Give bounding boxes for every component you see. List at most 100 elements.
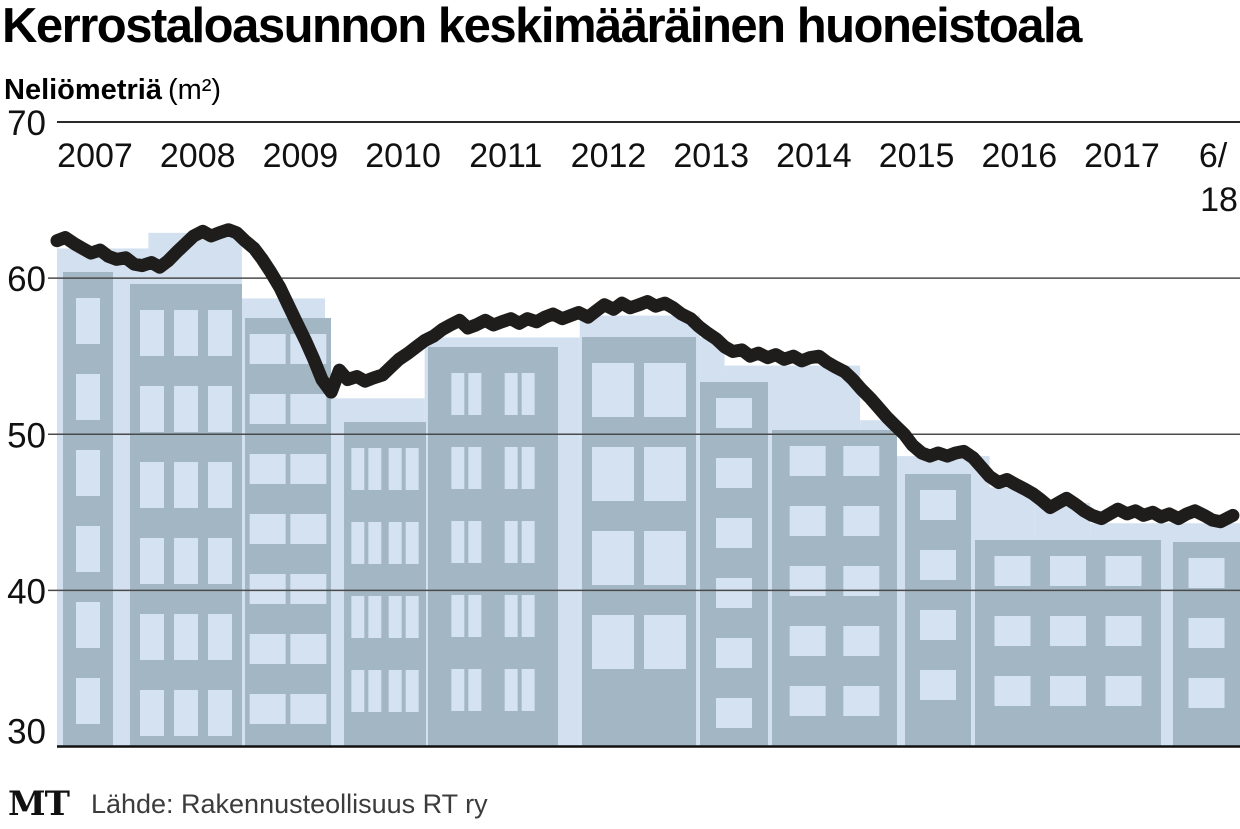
building-window <box>1050 556 1086 586</box>
building-window <box>249 694 286 724</box>
building-window <box>290 514 327 544</box>
building-window <box>405 596 419 638</box>
building-window <box>789 566 826 596</box>
building-window <box>76 602 100 648</box>
building-window <box>504 521 518 563</box>
building-window <box>1105 616 1142 646</box>
building-window <box>504 669 518 711</box>
page-title: Kerrostaloasunnon keskimääräinen huoneis… <box>2 0 1082 53</box>
building-window <box>994 676 1031 706</box>
x-tick-label: 2010 <box>365 137 441 175</box>
building-window <box>1188 558 1225 588</box>
building-window <box>249 574 286 604</box>
building-window <box>716 638 752 668</box>
building-window <box>140 538 164 584</box>
building-window <box>843 506 880 536</box>
footer: MT Lähde: Rakennusteollisuus RT ry <box>8 784 488 824</box>
building <box>428 347 558 747</box>
building-window <box>208 462 232 508</box>
building-window <box>405 522 419 564</box>
y-tick-label: 60 <box>7 260 46 299</box>
building-window <box>351 670 365 712</box>
building-window <box>644 447 686 501</box>
building-window <box>290 634 327 664</box>
building-window <box>920 550 956 580</box>
building-window <box>451 521 465 563</box>
building-window <box>920 610 956 640</box>
building-window <box>140 386 164 432</box>
building-window <box>174 386 198 432</box>
building-window <box>521 595 535 637</box>
building-window <box>451 595 465 637</box>
building-window <box>351 522 365 564</box>
building-window <box>208 538 232 584</box>
building-window <box>592 615 634 669</box>
building-window <box>208 386 232 432</box>
building-window <box>76 374 100 420</box>
building-window <box>249 394 286 424</box>
building-window <box>351 448 365 490</box>
building-window <box>76 526 100 572</box>
building-window <box>290 574 327 604</box>
building-window <box>521 521 535 563</box>
y-tick-label: 70 <box>7 104 46 143</box>
building-window <box>468 669 482 711</box>
building-window <box>716 518 752 548</box>
building-window <box>716 458 752 488</box>
building-window <box>388 670 402 712</box>
building-window <box>1105 676 1142 706</box>
y-tick-label: 40 <box>7 572 46 611</box>
building-window <box>368 596 382 638</box>
x-tick-label: 2009 <box>263 137 339 175</box>
building-window <box>208 614 232 660</box>
building-window <box>76 298 100 344</box>
x-tick-label: 18 <box>1200 181 1238 219</box>
building-window <box>789 626 826 656</box>
building-window <box>843 446 880 476</box>
building-window <box>249 334 286 364</box>
building-window <box>789 686 826 716</box>
building-window <box>174 690 198 736</box>
building-window <box>174 538 198 584</box>
building-window <box>174 462 198 508</box>
source-label: Lähde: Rakennusteollisuus RT ry <box>90 788 488 819</box>
building-window <box>290 454 327 484</box>
building-window <box>843 626 880 656</box>
y-axis-unit-label: Neliömetriä (m²) <box>4 74 221 107</box>
x-tick-label: 2016 <box>981 137 1057 175</box>
x-tick-label: 2008 <box>160 137 236 175</box>
building-window <box>368 670 382 712</box>
building-window <box>388 522 402 564</box>
building-window <box>174 614 198 660</box>
data-line <box>50 223 1240 529</box>
building-window <box>468 447 482 489</box>
building-window <box>388 596 402 638</box>
x-tick-label: 6/ <box>1199 137 1228 175</box>
building-window <box>468 521 482 563</box>
building-window <box>140 310 164 356</box>
building-window <box>76 678 100 724</box>
x-tick-label: 2013 <box>673 137 749 175</box>
x-tick-label: 2017 <box>1084 137 1160 175</box>
building-window <box>994 616 1031 646</box>
building-window <box>504 595 518 637</box>
x-tick-label: 2012 <box>571 137 647 175</box>
building-window <box>644 531 686 585</box>
mt-logo: MT <box>8 784 70 824</box>
building <box>63 272 113 747</box>
building-window <box>368 448 382 490</box>
building-window <box>644 363 686 417</box>
building-window <box>1105 556 1142 586</box>
y-tick-label: 30 <box>7 713 46 752</box>
building-window <box>504 373 518 415</box>
building-window <box>716 398 752 428</box>
building-window <box>468 595 482 637</box>
building-window <box>451 447 465 489</box>
building <box>130 284 242 747</box>
building-window <box>521 669 535 711</box>
building-window <box>208 690 232 736</box>
building-window <box>592 531 634 585</box>
building-window <box>843 566 880 596</box>
unit-label-bold: Neliömetriä <box>4 74 162 106</box>
x-tick-label: 2011 <box>469 137 542 175</box>
